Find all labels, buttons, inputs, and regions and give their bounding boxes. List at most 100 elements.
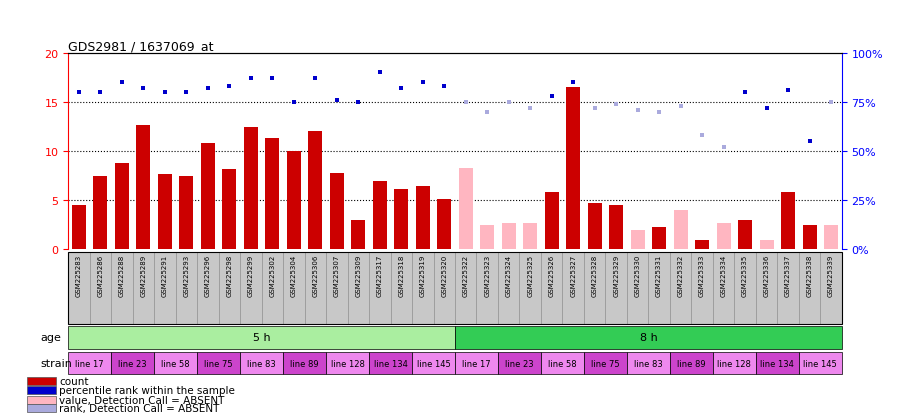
Text: line 17: line 17 bbox=[76, 359, 104, 368]
Bar bbox=[545, 193, 559, 250]
Bar bbox=[240, 252, 262, 324]
Bar bbox=[716, 223, 731, 250]
Text: line 83: line 83 bbox=[634, 359, 662, 368]
Bar bbox=[68, 352, 111, 375]
Text: GSM225291: GSM225291 bbox=[162, 254, 168, 296]
Bar bbox=[498, 352, 541, 375]
Point bbox=[308, 76, 323, 83]
Point bbox=[738, 90, 753, 96]
Text: GSM225283: GSM225283 bbox=[76, 254, 82, 296]
Bar bbox=[351, 221, 365, 250]
Text: GSM225324: GSM225324 bbox=[506, 254, 511, 296]
Text: 8 h: 8 h bbox=[640, 332, 657, 343]
Text: line 89: line 89 bbox=[290, 359, 318, 368]
Text: rank, Detection Call = ABSENT: rank, Detection Call = ABSENT bbox=[59, 403, 219, 413]
Text: GSM225325: GSM225325 bbox=[527, 254, 533, 296]
Bar bbox=[627, 252, 648, 324]
Bar bbox=[133, 252, 154, 324]
Point bbox=[72, 90, 86, 96]
Bar bbox=[27, 396, 56, 404]
Bar bbox=[438, 200, 451, 250]
Bar bbox=[329, 173, 344, 250]
Text: GSM225334: GSM225334 bbox=[721, 254, 726, 296]
Point bbox=[416, 80, 430, 86]
Bar bbox=[416, 186, 430, 250]
Bar bbox=[631, 230, 644, 250]
Bar bbox=[154, 252, 176, 324]
Bar bbox=[824, 225, 838, 250]
Point bbox=[437, 84, 451, 90]
Bar bbox=[713, 252, 734, 324]
Bar bbox=[412, 352, 455, 375]
Text: line 145: line 145 bbox=[804, 359, 837, 368]
Point bbox=[501, 100, 516, 106]
Text: percentile rank within the sample: percentile rank within the sample bbox=[59, 385, 235, 395]
Bar bbox=[158, 174, 172, 250]
Text: line 134: line 134 bbox=[374, 359, 408, 368]
Bar bbox=[459, 169, 472, 250]
Bar bbox=[115, 164, 129, 250]
Text: 5 h: 5 h bbox=[253, 332, 270, 343]
Bar bbox=[68, 252, 90, 324]
Bar bbox=[369, 352, 412, 375]
Text: line 128: line 128 bbox=[717, 359, 752, 368]
Text: GSM225286: GSM225286 bbox=[97, 254, 104, 296]
Point bbox=[459, 100, 473, 106]
Bar bbox=[266, 139, 279, 250]
Bar bbox=[433, 252, 455, 324]
Bar bbox=[222, 169, 237, 250]
Text: GSM225296: GSM225296 bbox=[205, 254, 211, 296]
Text: GSM225306: GSM225306 bbox=[312, 254, 318, 297]
Bar bbox=[369, 252, 390, 324]
Bar bbox=[777, 252, 799, 324]
Bar bbox=[588, 204, 602, 250]
Text: line 145: line 145 bbox=[417, 359, 450, 368]
Text: GSM225330: GSM225330 bbox=[634, 254, 641, 297]
Bar bbox=[305, 252, 326, 324]
Bar bbox=[781, 193, 795, 250]
Bar bbox=[523, 223, 537, 250]
Point bbox=[609, 102, 623, 108]
Bar bbox=[154, 352, 197, 375]
Bar bbox=[68, 326, 455, 349]
Text: line 75: line 75 bbox=[205, 359, 233, 368]
Bar bbox=[605, 252, 627, 324]
Bar bbox=[673, 211, 688, 250]
Text: GSM225331: GSM225331 bbox=[656, 254, 662, 297]
Point bbox=[566, 80, 581, 86]
Bar bbox=[326, 352, 369, 375]
Bar bbox=[111, 352, 154, 375]
Bar bbox=[390, 252, 412, 324]
Bar bbox=[240, 352, 283, 375]
Point bbox=[631, 107, 645, 114]
Bar bbox=[541, 352, 584, 375]
Bar bbox=[176, 252, 197, 324]
Point bbox=[673, 103, 688, 110]
Text: line 17: line 17 bbox=[462, 359, 490, 368]
Bar bbox=[799, 252, 820, 324]
Text: GSM225317: GSM225317 bbox=[377, 254, 383, 297]
Text: line 83: line 83 bbox=[248, 359, 276, 368]
Text: GSM225299: GSM225299 bbox=[248, 254, 254, 296]
Bar bbox=[72, 206, 86, 250]
Text: GSM225298: GSM225298 bbox=[227, 254, 232, 296]
Bar bbox=[562, 252, 584, 324]
Text: GSM225307: GSM225307 bbox=[334, 254, 339, 297]
Bar bbox=[695, 240, 709, 250]
Bar bbox=[197, 252, 218, 324]
Text: GSM225335: GSM225335 bbox=[742, 254, 748, 296]
Text: GSM225337: GSM225337 bbox=[785, 254, 791, 297]
Point bbox=[115, 80, 129, 86]
Text: GSM225319: GSM225319 bbox=[420, 254, 426, 297]
Text: GSM225339: GSM225339 bbox=[828, 254, 834, 297]
Text: value, Detection Call = ABSENT: value, Detection Call = ABSENT bbox=[59, 394, 225, 405]
Bar bbox=[480, 225, 494, 250]
Text: GSM225322: GSM225322 bbox=[463, 254, 469, 296]
Text: GSM225329: GSM225329 bbox=[613, 254, 619, 296]
Text: GSM225332: GSM225332 bbox=[678, 254, 683, 296]
Bar bbox=[348, 252, 369, 324]
Bar bbox=[799, 352, 842, 375]
Point bbox=[394, 86, 409, 93]
Bar bbox=[803, 225, 816, 250]
Bar bbox=[27, 377, 56, 385]
